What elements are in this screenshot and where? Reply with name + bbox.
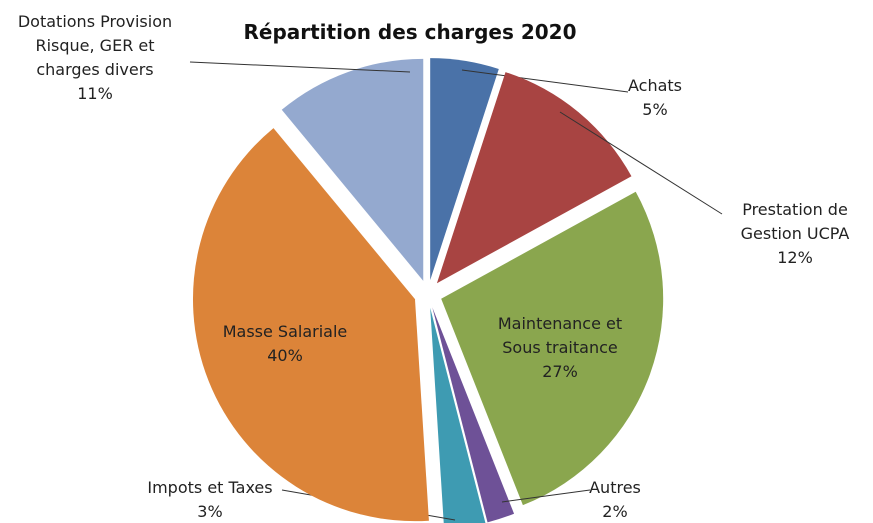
pie-slice	[430, 307, 486, 523]
value-label: 5%	[642, 100, 668, 119]
leader-line	[501, 489, 591, 503]
pie-slice	[430, 58, 499, 281]
pie-slice	[281, 58, 424, 281]
leader-line	[189, 61, 411, 73]
value-label: 2%	[602, 502, 628, 521]
category-label: Masse Salariale	[222, 322, 348, 341]
chart-title: Répartition des charges 2020	[243, 20, 577, 44]
category-label: Achats	[627, 76, 682, 95]
leader-line	[461, 69, 629, 93]
category-label: Autres	[589, 478, 641, 497]
value-label: 40%	[267, 346, 303, 365]
slice-label: Autres 2%	[570, 476, 660, 523]
category-label: Impots et Taxes	[147, 478, 273, 497]
pie-slice	[432, 307, 515, 523]
value-label: 3%	[197, 502, 223, 521]
slice-label: Masse Salariale 40%	[200, 320, 370, 368]
value-label: 27%	[542, 362, 578, 381]
slice-label: Prestation de Gestion UCPA 12%	[720, 198, 870, 270]
leader-line	[559, 111, 723, 215]
value-label: 11%	[77, 84, 113, 103]
slice-label: Dotations Provision Risque, GER et charg…	[10, 10, 180, 106]
category-label: Maintenance et Sous traitance	[497, 314, 623, 357]
pie-slice	[441, 191, 664, 506]
slice-label: Maintenance et Sous traitance 27%	[490, 312, 630, 384]
value-label: 12%	[777, 248, 813, 267]
category-label: Prestation de Gestion UCPA	[740, 200, 850, 243]
pie-slice	[192, 128, 429, 522]
slice-label: Achats 5%	[600, 74, 710, 122]
category-label: Dotations Provision Risque, GER et charg…	[17, 12, 173, 79]
pie-slice	[436, 72, 632, 284]
slice-label: Impots et Taxes 3%	[110, 476, 310, 523]
